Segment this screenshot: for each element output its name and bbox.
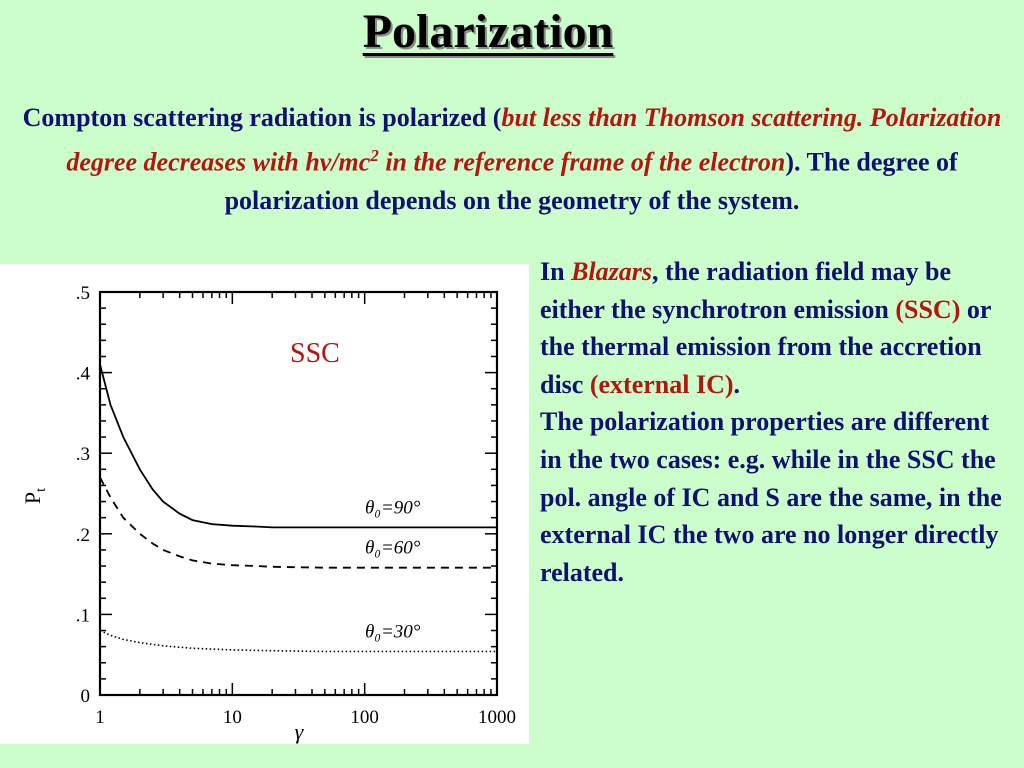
chart-svg: 0 .1 .2 .3 .4 .5 1 10 100 1000 θ₀=90° θ₀=60° θ₀=30… <box>20 283 516 744</box>
x-tick-label: 1 <box>95 707 105 728</box>
y-axis-label: Pt <box>20 488 49 504</box>
series-lines <box>99 364 497 653</box>
x-axis-label: γ <box>295 719 305 744</box>
y-tick-label: 0 <box>81 686 91 707</box>
slide-title: Polarization <box>362 5 614 58</box>
series-line-3 <box>99 629 497 653</box>
side-text-a: In <box>540 257 572 286</box>
side-paragraph-1: In Blazars, the radiation field may be e… <box>540 253 1010 403</box>
series-label-1: θ₀=90° <box>365 497 421 518</box>
side-text-d: . <box>733 369 741 399</box>
x-tick-label: 1000 <box>478 707 516 728</box>
series-line-2 <box>99 476 497 569</box>
intro-italic-1: but less than Thomson scattering. Polari… <box>66 103 1002 177</box>
plot-frame <box>98 290 499 697</box>
blazars-term: Blazars <box>571 257 652 286</box>
x-tick-labels: 1 10 100 1000 <box>95 707 516 728</box>
polarization-chart: 0 .1 .2 .3 .4 .5 1 10 100 1000 θ₀=90° θ₀=60° θ₀=30… <box>0 264 529 744</box>
series-labels: θ₀=90° θ₀=60° θ₀=30° <box>365 497 421 642</box>
side-text: In Blazars, the radiation field may be e… <box>540 253 1010 591</box>
axis-ticks <box>99 291 497 696</box>
x-tick-label: 10 <box>223 707 242 728</box>
x-tick-label: 100 <box>350 707 379 728</box>
external-ic-term: (external IC) <box>589 369 734 399</box>
series-label-2: θ₀=60° <box>365 538 421 559</box>
y-tick-label: .4 <box>76 364 91 385</box>
intro-text-2: ). The degree of polarization depends on… <box>224 147 958 215</box>
series-label-3: θ₀=30° <box>365 621 421 642</box>
intro-italic-2: in the reference frame of the electron <box>378 147 786 177</box>
side-paragraph-2: The polarization properties are differen… <box>540 407 1002 587</box>
y-tick-label: .5 <box>76 283 90 304</box>
y-tick-label: .2 <box>76 525 90 546</box>
ssc-term: (SSC) <box>895 294 961 324</box>
ssc-annotation: SSC <box>290 338 340 369</box>
y-tick-label: .3 <box>76 444 90 465</box>
intro-text-1: Compton scattering radiation is polarize… <box>22 103 502 132</box>
intro-paragraph: Compton scattering radiation is polarize… <box>22 99 1002 220</box>
side-text-b: , the radiation field may be either the … <box>540 257 951 324</box>
side-text-c: or the thermal emission from the accreti… <box>540 294 991 399</box>
y-tick-label: .1 <box>76 605 90 626</box>
series-line-1 <box>99 364 497 529</box>
y-tick-labels: 0 .1 .2 .3 .4 .5 <box>76 283 91 707</box>
intro-superscript: 2 <box>370 146 379 165</box>
